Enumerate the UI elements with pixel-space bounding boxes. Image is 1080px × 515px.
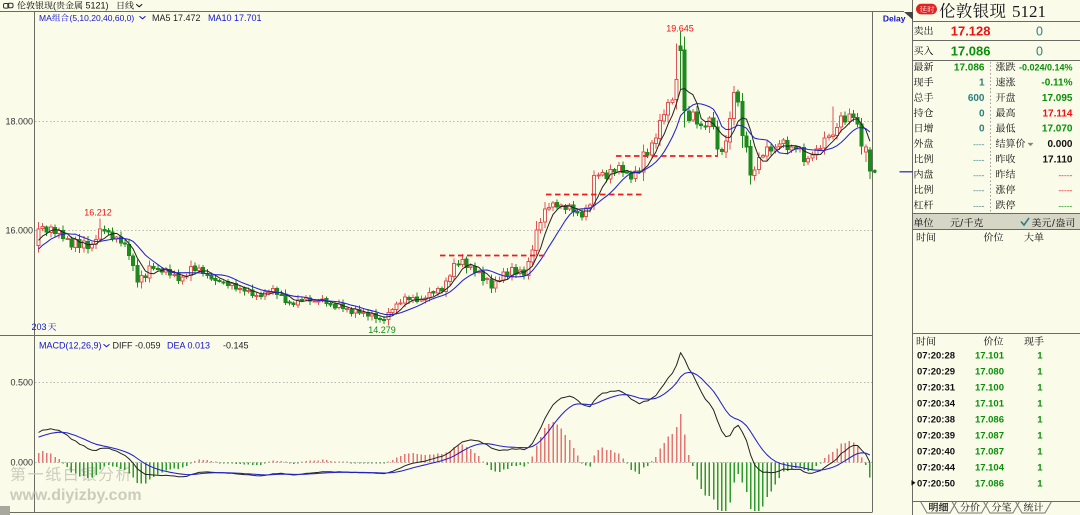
svg-text:1: 1: [1037, 447, 1043, 458]
svg-text:0.000: 0.000: [10, 458, 33, 468]
svg-text:17.128: 17.128: [951, 23, 991, 38]
svg-text:1: 1: [1037, 431, 1043, 442]
svg-text:17.101: 17.101: [975, 399, 1005, 410]
svg-text:/: /: [960, 218, 963, 229]
svg-text:-0.145: -0.145: [223, 341, 249, 351]
svg-text:1: 1: [1037, 351, 1043, 362]
svg-text:07:20:38: 07:20:38: [917, 415, 955, 426]
svg-text:16.212: 16.212: [84, 208, 112, 218]
svg-text:16.000: 16.000: [5, 226, 33, 236]
svg-text:MA5 17.472: MA5 17.472: [152, 13, 201, 23]
svg-text:5121): 5121): [86, 1, 109, 11]
svg-text:5121: 5121: [1012, 2, 1046, 21]
svg-text:0.500: 0.500: [10, 378, 33, 388]
svg-text:-----: -----: [1058, 185, 1072, 195]
svg-text:203: 203: [32, 322, 47, 332]
svg-text:17.086: 17.086: [975, 415, 1004, 426]
svg-text:17.080: 17.080: [975, 367, 1004, 378]
svg-text:17.086: 17.086: [975, 479, 1004, 490]
svg-text:1: 1: [1037, 479, 1043, 490]
svg-text:1: 1: [1037, 383, 1043, 394]
svg-text:-----: -----: [1058, 200, 1072, 210]
svg-text:MA: MA: [39, 13, 52, 23]
svg-text:-0.11%: -0.11%: [1041, 78, 1072, 89]
svg-text:17.101: 17.101: [975, 351, 1005, 362]
svg-text:07:20:29: 07:20:29: [917, 367, 955, 378]
svg-text:19.645: 19.645: [666, 24, 694, 34]
svg-text:17.070: 17.070: [1042, 124, 1073, 135]
svg-text:0: 0: [1036, 44, 1043, 58]
svg-text:DIFF -0.059: DIFF -0.059: [113, 341, 161, 351]
svg-text:17.114: 17.114: [1042, 108, 1072, 119]
svg-text:17.087: 17.087: [975, 447, 1004, 458]
svg-text:07:20:31: 07:20:31: [917, 383, 956, 394]
svg-text:www.diyizby.com: www.diyizby.com: [9, 487, 142, 504]
svg-text:MACD(12,26,9): MACD(12,26,9): [39, 341, 102, 351]
svg-text:----: ----: [973, 154, 984, 164]
svg-text:17.086: 17.086: [954, 62, 985, 73]
svg-text:1: 1: [1037, 367, 1043, 378]
svg-text:07:20:44: 07:20:44: [917, 463, 956, 474]
svg-text:07:20:28: 07:20:28: [917, 351, 955, 362]
svg-text:0: 0: [979, 124, 985, 135]
svg-text:07:20:40: 07:20:40: [917, 447, 955, 458]
svg-text:----: ----: [973, 200, 984, 210]
svg-text:----: ----: [973, 185, 984, 195]
svg-text:MA10 17.701: MA10 17.701: [208, 13, 262, 23]
svg-text:17.095: 17.095: [1042, 93, 1073, 104]
svg-text:1: 1: [1037, 463, 1043, 474]
svg-text:1: 1: [1037, 415, 1043, 426]
svg-text:----: ----: [973, 139, 984, 149]
svg-text:07:20:39: 07:20:39: [917, 431, 955, 442]
svg-text:0.000: 0.000: [1047, 139, 1072, 150]
svg-text:-0.024/0.14%: -0.024/0.14%: [1019, 62, 1073, 72]
svg-text:/: /: [1052, 218, 1055, 229]
svg-text:18.000: 18.000: [5, 117, 33, 127]
svg-text:17.104: 17.104: [975, 463, 1005, 474]
svg-text:0: 0: [979, 108, 985, 119]
svg-text:07:20:50: 07:20:50: [917, 479, 955, 490]
svg-text:(: (: [53, 1, 56, 11]
svg-text:600: 600: [968, 93, 985, 104]
svg-text:14.279: 14.279: [368, 325, 396, 335]
svg-text:DEA 0.013: DEA 0.013: [167, 341, 210, 351]
svg-text:1: 1: [1037, 399, 1043, 410]
svg-text:07:20:34: 07:20:34: [917, 399, 956, 410]
svg-text:----: ----: [973, 170, 984, 180]
svg-text:-----: -----: [1058, 170, 1072, 180]
svg-text:17.110: 17.110: [1042, 154, 1072, 165]
svg-text:1: 1: [979, 78, 985, 89]
svg-text:17.100: 17.100: [975, 383, 1004, 394]
svg-text:17.087: 17.087: [975, 431, 1004, 442]
svg-text:Delay: Delay: [883, 14, 906, 24]
svg-text:0: 0: [1036, 24, 1043, 38]
svg-text:17.086: 17.086: [951, 43, 991, 58]
svg-text:(5,10,20,40,60,0): (5,10,20,40,60,0): [70, 13, 135, 23]
